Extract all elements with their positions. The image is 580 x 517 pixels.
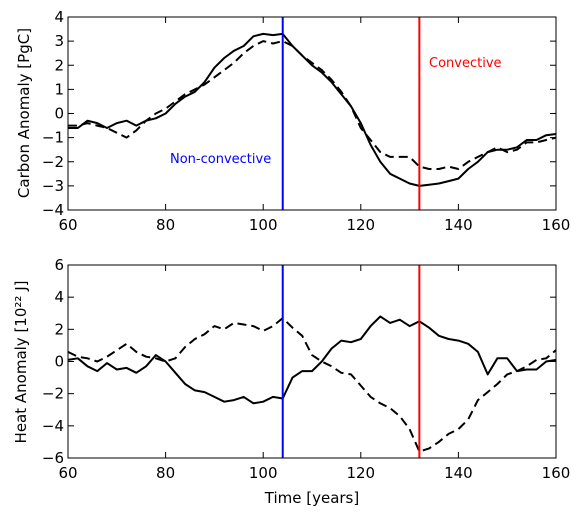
carbon-y-axis-title: Carbon Anomaly [PgC] xyxy=(15,28,33,198)
carbon-y-tick-label: −2 xyxy=(42,153,64,171)
heat-x-tick-label: 100 xyxy=(249,464,278,482)
heat-y-tick-label: 4 xyxy=(54,288,64,306)
carbon-x-tick-label: 100 xyxy=(249,216,278,234)
carbon-ticks: 60 80 100 120 140 160 −4 −3 −2 −1 0 1 2 3 4 xyxy=(42,8,570,234)
carbon-series-group xyxy=(68,32,557,187)
carbon-y-tick-label: 2 xyxy=(54,56,64,74)
heat-y-tick-label: −6 xyxy=(42,449,64,467)
heat-y-tick-label: −4 xyxy=(42,417,64,435)
carbon-y-tick-label: −4 xyxy=(42,201,64,219)
carbon-y-tick-label: −1 xyxy=(42,129,64,147)
carbon-x-tick-label: 60 xyxy=(58,216,77,234)
carbon-x-tick-label: 140 xyxy=(444,216,473,234)
carbon-series-dashed-line xyxy=(68,40,557,170)
heat-y-tick-label: −2 xyxy=(42,385,64,403)
carbon-y-tick-label: 1 xyxy=(54,80,64,98)
heat-x-tick-label: 80 xyxy=(156,464,175,482)
heat-x-tick-label: 140 xyxy=(444,464,473,482)
heat-marker-lines xyxy=(281,265,421,458)
heat-series-dashed-line xyxy=(67,317,557,453)
heat-y-axis-title: Heat Anomaly [10²² J] xyxy=(12,281,30,444)
carbon-x-tick-label: 80 xyxy=(156,216,175,234)
heat-x-tick-label: 120 xyxy=(346,464,375,482)
carbon-x-tick-label: 120 xyxy=(346,216,375,234)
non-convective-label: Non-convective xyxy=(170,152,271,167)
heat-y-tick-label: 2 xyxy=(54,320,64,338)
heat-anomaly-panel: 60 80 100 120 140 160 −6 −4 −2 0 2 4 6 Heat Anomaly … xyxy=(12,256,570,507)
heat-y-tick-label: 0 xyxy=(54,353,64,371)
convective-label: Convective xyxy=(429,56,502,71)
carbon-series-solid-line xyxy=(68,32,557,187)
heat-ticks: 60 80 100 120 140 160 −6 −4 −2 0 2 4 6 xyxy=(42,256,570,482)
carbon-x-tick-label: 160 xyxy=(542,216,571,234)
carbon-y-tick-label: 4 xyxy=(54,8,64,26)
carbon-y-tick-label: 3 xyxy=(54,32,64,50)
heat-x-tick-label: 160 xyxy=(542,464,571,482)
carbon-y-tick-label: −3 xyxy=(42,177,64,195)
x-axis-title: Time [years] xyxy=(264,489,359,507)
heat-x-tick-label: 60 xyxy=(58,464,77,482)
heat-series-solid-line xyxy=(67,315,557,405)
carbon-marker-lines xyxy=(281,17,421,210)
carbon-y-tick-label: 0 xyxy=(54,105,64,123)
carbon-anomaly-panel: 60 80 100 120 140 160 −4 −3 −2 −1 0 1 2 3 4 Carbon Ano… xyxy=(15,8,570,234)
heat-y-tick-label: 6 xyxy=(54,256,64,274)
heat-series-group xyxy=(67,315,557,453)
